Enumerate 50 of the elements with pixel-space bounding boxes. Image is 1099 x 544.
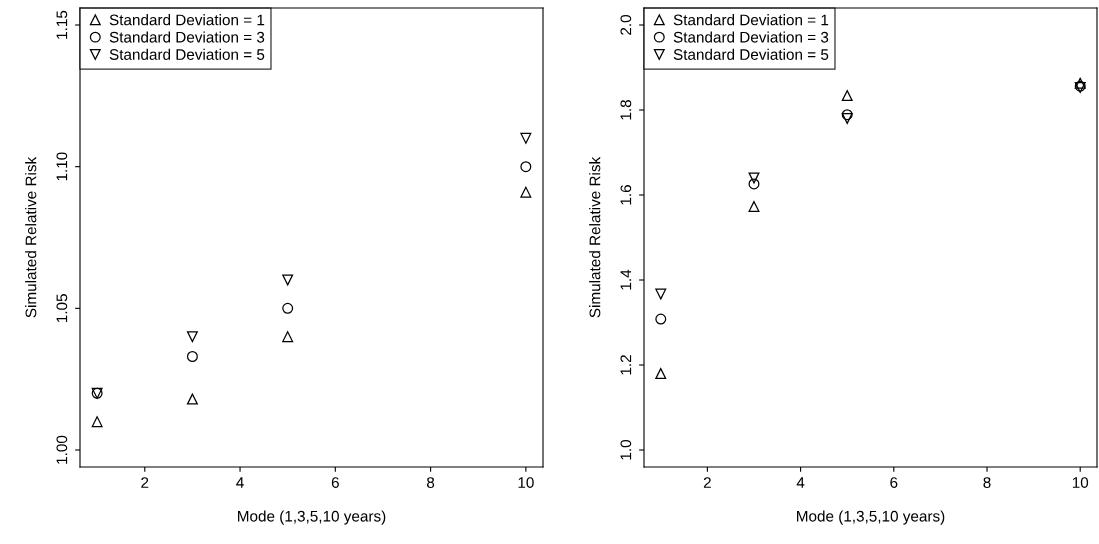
- legend-label: Standard Deviation = 1: [109, 14, 265, 26]
- point: [282, 331, 294, 343]
- y-tick-label: 1.8: [620, 100, 632, 120]
- x-tick-label: 8: [427, 477, 435, 488]
- point: [655, 313, 667, 325]
- point: [748, 178, 760, 190]
- point: [748, 172, 760, 184]
- x-tick-label: 6: [331, 477, 339, 488]
- legend-label: Standard Deviation = 3: [109, 31, 265, 43]
- y-tick-label: 1.15: [56, 10, 68, 39]
- y-tick-label: 1.2: [620, 355, 632, 375]
- legend-label: Standard Deviation = 1: [673, 14, 829, 26]
- point: [841, 113, 853, 124]
- point: [520, 186, 532, 198]
- point: [655, 368, 667, 379]
- point: [91, 416, 103, 428]
- point: [748, 200, 760, 212]
- legend-label: Standard Deviation = 3: [673, 31, 829, 43]
- point: [186, 331, 198, 343]
- point: [655, 288, 667, 300]
- y-tick-label: 1.0: [620, 439, 632, 460]
- y-tick-label: 2.0: [620, 14, 632, 35]
- point: [841, 109, 853, 121]
- x-tick-label: 6: [890, 477, 898, 488]
- point: [1074, 77, 1086, 89]
- x-tick-label: 2: [141, 477, 149, 488]
- y-tick-label: 1.05: [56, 294, 68, 323]
- y-tick-label: 1.4: [620, 269, 632, 290]
- x-axis-title: Mode (1,3,5,10 years): [797, 510, 945, 525]
- legend-label: Standard Deviation = 5: [673, 48, 829, 60]
- y-tick-label: 1.6: [620, 185, 632, 205]
- legend-label: Standard Deviation = 5: [109, 48, 265, 60]
- point: [186, 393, 198, 405]
- y-axis-title: Simulated Relative Risk: [589, 156, 601, 318]
- point: [841, 90, 853, 102]
- y-tick-label: 1.10: [56, 152, 68, 181]
- point: [520, 132, 532, 144]
- y-axis-title: Simulated Relative Risk: [25, 156, 37, 318]
- x-tick-label: 4: [796, 477, 805, 488]
- x-tick-label: 8: [983, 477, 991, 488]
- x-tick-label: 4: [236, 477, 244, 488]
- point: [282, 302, 294, 314]
- x-tick-label: 2: [703, 477, 711, 488]
- x-axis-title: Mode (1,3,5,10 years): [238, 510, 386, 525]
- x-tick-label: 10: [1072, 477, 1089, 488]
- point: [186, 351, 198, 362]
- point: [520, 161, 532, 173]
- x-tick-label: 10: [518, 477, 534, 488]
- y-tick-label: 1.00: [56, 435, 68, 464]
- point: [282, 274, 294, 286]
